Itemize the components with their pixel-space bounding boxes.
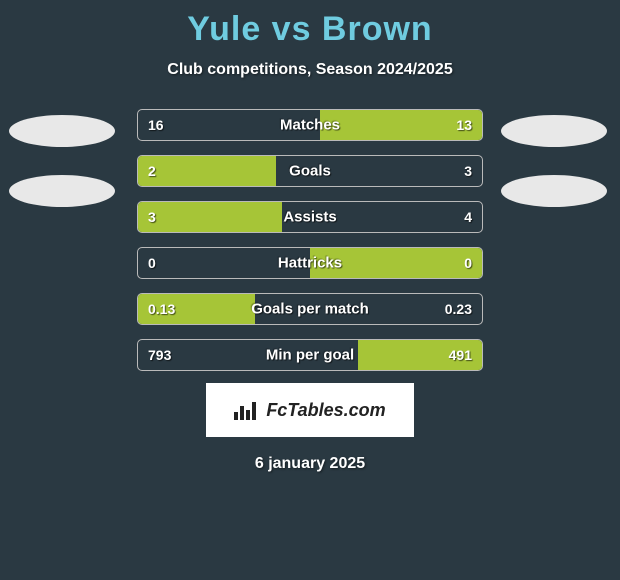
stat-value-right: 491 bbox=[449, 347, 472, 363]
comparison-card: Yule vs Brown Club competitions, Season … bbox=[0, 0, 620, 473]
stat-bars: 16 Matches 13 2 Goals 3 3 Assists 4 0 Hattricks 0 0.… bbox=[137, 109, 483, 371]
stat-bar: 0.13 Goals per match 0.23 bbox=[137, 293, 483, 325]
stat-value-left: 0 bbox=[148, 255, 156, 271]
player-avatar-right-1 bbox=[501, 115, 607, 147]
stat-bar-fill bbox=[138, 202, 282, 232]
date-label: 6 january 2025 bbox=[0, 455, 620, 473]
stat-label: Goals per match bbox=[251, 301, 369, 318]
stat-bar: 0 Hattricks 0 bbox=[137, 247, 483, 279]
stat-value-left: 0.13 bbox=[148, 301, 175, 317]
stat-bar: 2 Goals 3 bbox=[137, 155, 483, 187]
stat-value-right: 3 bbox=[464, 163, 472, 179]
stat-value-right: 13 bbox=[456, 117, 472, 133]
stat-label: Min per goal bbox=[266, 347, 354, 364]
stat-value-right: 0.23 bbox=[445, 301, 472, 317]
stat-label: Matches bbox=[280, 117, 340, 134]
stat-bar: 16 Matches 13 bbox=[137, 109, 483, 141]
avatar-col-right bbox=[501, 109, 611, 207]
player-avatar-left-1 bbox=[9, 115, 115, 147]
main-content: 16 Matches 13 2 Goals 3 3 Assists 4 0 Hattricks 0 0.… bbox=[0, 109, 620, 371]
source-badge-text: FcTables.com bbox=[266, 400, 385, 421]
stat-bar: 3 Assists 4 bbox=[137, 201, 483, 233]
stat-label: Hattricks bbox=[278, 255, 342, 272]
stat-value-right: 0 bbox=[464, 255, 472, 271]
player-avatar-right-2 bbox=[501, 175, 607, 207]
stat-bar: 793 Min per goal 491 bbox=[137, 339, 483, 371]
subtitle: Club competitions, Season 2024/2025 bbox=[0, 61, 620, 79]
page-title: Yule vs Brown bbox=[0, 10, 620, 49]
stat-label: Assists bbox=[283, 209, 336, 226]
stat-value-left: 3 bbox=[148, 209, 156, 225]
stat-bar-fill bbox=[138, 156, 276, 186]
source-badge: FcTables.com bbox=[206, 383, 414, 437]
bar-chart-icon bbox=[234, 400, 260, 420]
player-avatar-left-2 bbox=[9, 175, 115, 207]
stat-value-left: 16 bbox=[148, 117, 164, 133]
stat-value-left: 793 bbox=[148, 347, 171, 363]
stat-label: Goals bbox=[289, 163, 331, 180]
avatar-col-left bbox=[9, 109, 119, 207]
stat-value-right: 4 bbox=[464, 209, 472, 225]
stat-value-left: 2 bbox=[148, 163, 156, 179]
